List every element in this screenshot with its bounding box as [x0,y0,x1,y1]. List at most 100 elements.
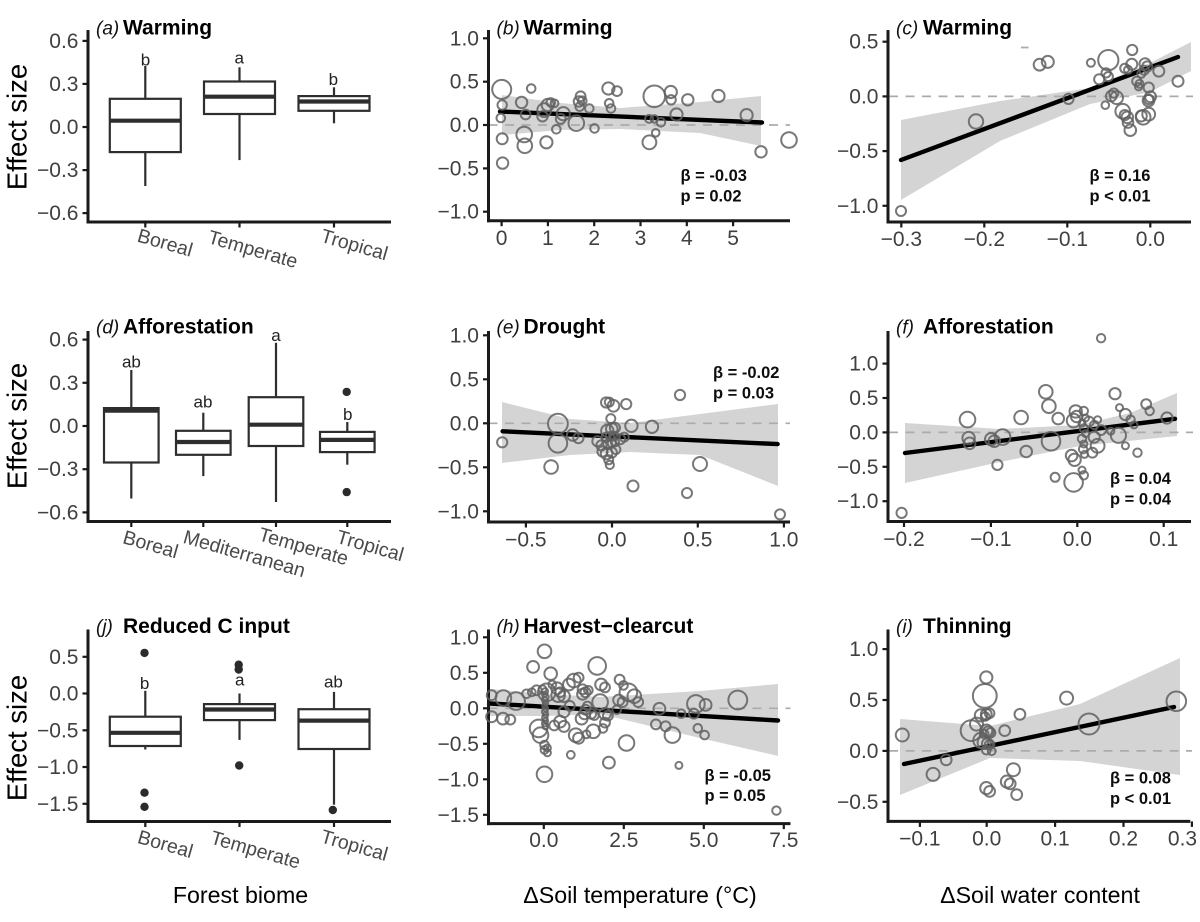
svg-text:0.1: 0.1 [1149,528,1178,551]
svg-text:1: 1 [542,227,554,250]
svg-text:−0.5: −0.5 [37,719,78,742]
svg-text:0.0: 0.0 [849,421,878,444]
svg-text:0.3: 0.3 [1168,828,1197,851]
svg-text:(i): (i) [896,617,913,638]
svg-text:Harvest−clearcut: Harvest−clearcut [524,615,694,638]
svg-text:0.0: 0.0 [849,85,878,108]
svg-text:−0.2: −0.2 [883,528,924,551]
svg-text:(c): (c) [896,19,918,40]
svg-text:0.0: 0.0 [49,415,78,438]
svg-text:β = 0.04: β = 0.04 [1110,470,1172,488]
svg-text:p = 0.04: p = 0.04 [1110,491,1172,509]
svg-text:0.6: 0.6 [49,329,78,352]
svg-text:(e): (e) [497,318,520,339]
svg-text:5: 5 [727,227,739,250]
svg-text:−1.0: −1.0 [837,490,878,513]
svg-text:p = 0.05: p = 0.05 [705,787,766,805]
svg-text:1.0: 1.0 [450,324,479,347]
svg-text:(d): (d) [96,318,119,339]
svg-text:4: 4 [681,227,693,250]
svg-text:ab: ab [122,352,141,371]
svg-text:p = 0.03: p = 0.03 [713,385,774,403]
svg-text:−0.5: −0.5 [438,733,479,756]
svg-text:a: a [271,326,281,345]
svg-text:β = 0.08: β = 0.08 [1110,770,1171,788]
svg-text:ab: ab [324,672,343,691]
svg-text:Warming: Warming [923,17,1012,40]
svg-text:(f): (f) [896,318,914,339]
svg-text:0.5: 0.5 [450,662,479,685]
svg-text:5.0: 5.0 [689,829,718,852]
svg-text:−1.0: −1.0 [837,195,878,218]
svg-text:Forest biome: Forest biome [173,882,308,908]
svg-text:b: b [343,405,352,424]
svg-text:0.0: 0.0 [450,412,479,435]
svg-text:2: 2 [588,227,600,250]
svg-text:−0.3: −0.3 [37,458,78,481]
svg-text:b: b [141,51,150,70]
svg-text:1.0: 1.0 [450,626,479,649]
svg-text:0.0: 0.0 [972,828,1001,851]
svg-text:0.5: 0.5 [849,31,878,54]
svg-text:0.5: 0.5 [849,689,878,712]
svg-text:0.0: 0.0 [49,683,78,706]
svg-text:Effect size: Effect size [2,675,33,801]
svg-text:2.5: 2.5 [609,829,638,852]
svg-text:−0.1: −0.1 [970,528,1011,551]
svg-text:−0.5: −0.5 [438,157,479,180]
svg-text:−1.0: −1.0 [438,201,479,224]
svg-text:0.0: 0.0 [1136,228,1165,251]
svg-text:−0.5: −0.5 [837,140,878,163]
svg-text:Afforestation: Afforestation [923,316,1054,339]
svg-text:Effect size: Effect size [2,363,33,489]
svg-text:p = 0.02: p = 0.02 [681,188,742,206]
svg-text:0.0: 0.0 [597,529,626,552]
svg-text:b: b [140,674,149,693]
svg-text:−1.0: −1.0 [438,768,479,791]
svg-text:0.5: 0.5 [49,646,78,669]
svg-text:β = 0.16: β = 0.16 [1090,167,1151,185]
svg-text:Drought: Drought [524,316,606,339]
svg-text:−0.6: −0.6 [37,202,78,225]
svg-text:−0.3: −0.3 [881,228,922,251]
svg-text:ΔSoil water content: ΔSoil water content [940,882,1140,908]
svg-text:0.1: 0.1 [1040,828,1069,851]
svg-text:Warming: Warming [524,17,613,40]
svg-text:0: 0 [496,227,508,250]
svg-text:−0.3: −0.3 [37,159,78,182]
svg-text:ΔSoil temperature (°C): ΔSoil temperature (°C) [523,882,757,908]
svg-text:−0.5: −0.5 [505,529,546,552]
svg-text:(j): (j) [96,617,113,638]
svg-text:1.0: 1.0 [849,638,878,661]
svg-text:p < 0.01: p < 0.01 [1090,188,1151,206]
svg-text:−0.5: −0.5 [837,456,878,479]
svg-text:0.3: 0.3 [49,73,78,96]
svg-text:−0.1: −0.1 [899,828,940,851]
svg-text:β = -0.02: β = -0.02 [713,364,779,382]
svg-text:−0.2: −0.2 [964,228,1005,251]
svg-text:1.0: 1.0 [450,27,479,50]
svg-text:β = -0.03: β = -0.03 [681,167,747,185]
svg-text:β = -0.05: β = -0.05 [705,767,771,785]
svg-text:−0.5: −0.5 [837,791,878,814]
svg-text:−1.5: −1.5 [438,804,479,827]
svg-text:3: 3 [635,227,647,250]
svg-text:Thinning: Thinning [923,615,1012,638]
svg-text:0.5: 0.5 [683,529,712,552]
svg-text:0.0: 0.0 [49,116,78,139]
svg-text:1.0: 1.0 [769,529,798,552]
svg-text:−0.6: −0.6 [37,501,78,524]
svg-text:0.0: 0.0 [450,114,479,137]
svg-text:a: a [235,671,245,690]
svg-text:−1.5: −1.5 [37,793,78,816]
svg-text:0.5: 0.5 [450,71,479,94]
svg-text:(h): (h) [497,617,520,638]
svg-text:p < 0.01: p < 0.01 [1110,790,1171,808]
svg-text:Effect size: Effect size [2,64,33,190]
svg-text:0.0: 0.0 [529,829,558,852]
svg-text:a: a [234,48,244,67]
svg-text:(a): (a) [96,19,119,40]
svg-text:0.5: 0.5 [450,368,479,391]
svg-text:7.5: 7.5 [769,829,798,852]
svg-text:0.0: 0.0 [450,697,479,720]
